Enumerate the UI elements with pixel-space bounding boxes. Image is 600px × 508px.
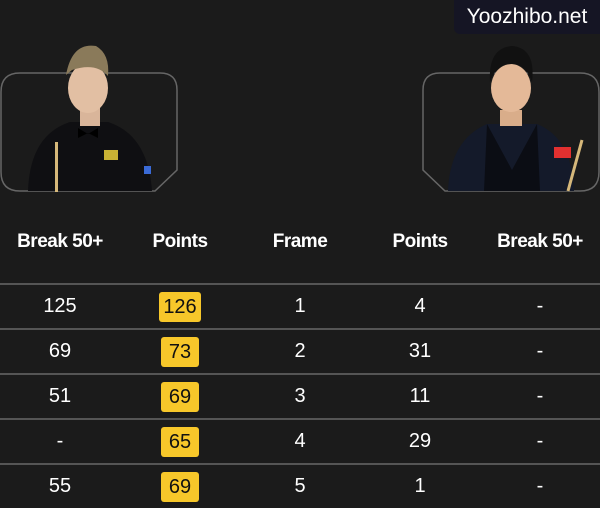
- points-highlight-badge: 69: [161, 471, 199, 502]
- divider: [0, 463, 600, 465]
- player-card-left: [0, 30, 178, 192]
- cell-points-left: 69: [120, 471, 240, 502]
- divider: [0, 283, 600, 285]
- player-photo-left: [0, 45, 178, 192]
- header-frame: Frame: [272, 231, 328, 252]
- cell-points-left: 65: [120, 426, 240, 457]
- cell-break-left: -: [56, 430, 64, 452]
- table-row: - 65 4 29 -: [0, 420, 600, 463]
- cell-break-right: -: [536, 295, 544, 317]
- table-row: 51 69 3 11 -: [0, 375, 600, 418]
- watermark: Yoozhibo.net: [454, 0, 600, 34]
- points-highlight-badge: 65: [161, 426, 199, 457]
- cell-break-left: 69: [48, 340, 72, 362]
- points-highlight-badge: 69: [161, 381, 199, 412]
- points-highlight-badge: 73: [161, 336, 199, 367]
- cell-break-left: 51: [48, 385, 72, 407]
- header-points-right: Points: [392, 231, 448, 252]
- header-break-right: Break 50+: [497, 231, 583, 252]
- table-row: 55 69 5 1 -: [0, 465, 600, 508]
- cell-frame: 2: [294, 340, 306, 362]
- cell-break-right: -: [536, 475, 544, 497]
- divider: [0, 373, 600, 375]
- table-row: 125 126 1 4 -: [0, 285, 600, 328]
- cell-points-left: 126: [120, 291, 240, 322]
- cell-frame: 5: [294, 475, 306, 497]
- cell-points-left: 73: [120, 336, 240, 367]
- cell-points-right: 29: [408, 430, 432, 452]
- cell-points-right: 11: [409, 385, 431, 407]
- cell-points-left: 69: [120, 381, 240, 412]
- cell-frame: 4: [294, 430, 306, 452]
- cell-break-left: 125: [43, 295, 77, 317]
- table-row: 69 73 2 31 -: [0, 330, 600, 373]
- header-points-left: Points: [152, 231, 208, 252]
- divider: [0, 418, 600, 420]
- cell-frame: 1: [294, 295, 306, 317]
- player-photo-right: [422, 46, 600, 192]
- cell-points-right: 31: [408, 340, 432, 362]
- header-break-left: Break 50+: [17, 231, 103, 252]
- points-highlight-badge: 126: [159, 291, 201, 322]
- player-card-right: [422, 30, 600, 192]
- cell-frame: 3: [294, 385, 306, 407]
- cell-break-left: 55: [48, 475, 72, 497]
- cell-break-right: -: [536, 430, 544, 452]
- cell-break-right: -: [536, 385, 544, 407]
- cell-points-right: 4: [414, 295, 426, 317]
- table-header: Break 50+ Points Frame Points Break 50+: [0, 228, 600, 256]
- cell-points-right: 1: [414, 475, 426, 497]
- divider: [0, 328, 600, 330]
- cell-break-right: -: [536, 340, 544, 362]
